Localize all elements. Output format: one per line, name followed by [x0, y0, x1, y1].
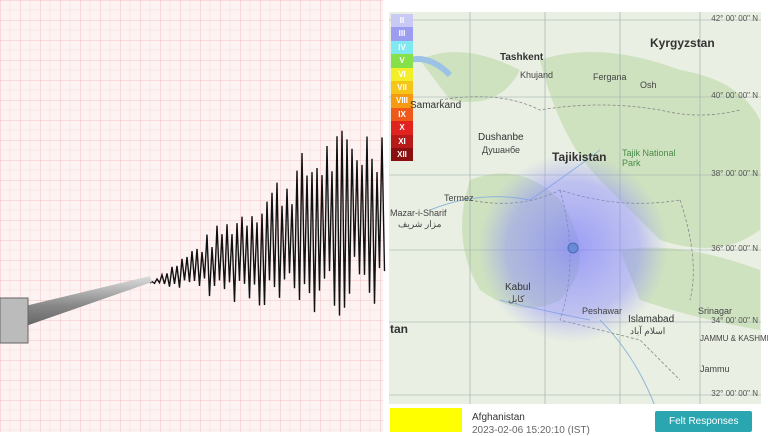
legend-item: III [391, 27, 413, 41]
lake [409, 56, 453, 78]
latitude-label: 36° 00' 00" N [711, 244, 758, 253]
legend-item: VIII [391, 94, 413, 108]
felt-responses-button[interactable]: Felt Responses [669, 416, 739, 427]
stylus [0, 276, 152, 335]
place: مزار شریف [398, 219, 442, 229]
place: Termez [444, 193, 474, 203]
latitude-label: 34° 00' 00" N [711, 316, 758, 325]
place: اسلام آباد [630, 326, 666, 336]
place: Jammu [700, 364, 730, 374]
latitude-label: 38° 00' 00" N [711, 169, 758, 178]
place: Osh [640, 80, 657, 90]
intensity-legend: II III IV V VI VII VIII IX X XI XII [391, 14, 413, 162]
legend-item: X [391, 121, 413, 135]
legend-item: V [391, 54, 413, 68]
place: Tajik National Park [622, 148, 676, 168]
paper-grid [0, 0, 383, 432]
seismic-trace [149, 130, 386, 316]
place: Mazar-i-Sharif [390, 208, 447, 218]
place: Srinagar [698, 306, 733, 316]
latitude-label: 40° 00' 00" N [711, 91, 758, 100]
place: Khujand [520, 70, 554, 80]
legend-item: VII [391, 80, 413, 95]
legend-item: VI [391, 67, 413, 81]
place: Tajikistan [552, 150, 607, 164]
place: Peshawar [582, 306, 623, 316]
legend-item: XI [391, 134, 413, 148]
place: Tashkent [500, 52, 544, 63]
event-time: 2023-02-06 15:20:10 (IST) [472, 425, 590, 436]
epicenter [567, 242, 579, 254]
stylus-base [0, 297, 29, 344]
legend-item: XII [391, 147, 413, 162]
place: Душанбе [482, 145, 521, 155]
intensity-swatch [390, 408, 462, 432]
felt-button-bg[interactable] [655, 411, 752, 432]
place: Kyrgyzstan [650, 36, 715, 50]
legend-item: IX [391, 107, 413, 122]
place: tan [390, 322, 408, 336]
latitude-label: 42° 00' 00" N [711, 14, 758, 23]
place: Fergana [593, 72, 627, 82]
place: JAMMU & KASHMIR [700, 334, 768, 343]
place: Islamabad [628, 314, 675, 325]
place: Dushanbe [478, 132, 524, 143]
place: Kabul [505, 282, 531, 293]
legend-item: IV [391, 40, 413, 55]
latitude-label: 32° 00' 00" N [711, 389, 758, 398]
place: کابل [508, 294, 525, 304]
region: Afghanistan [472, 412, 525, 423]
legend-item: II [391, 14, 413, 28]
place: Samarkand [410, 100, 462, 111]
